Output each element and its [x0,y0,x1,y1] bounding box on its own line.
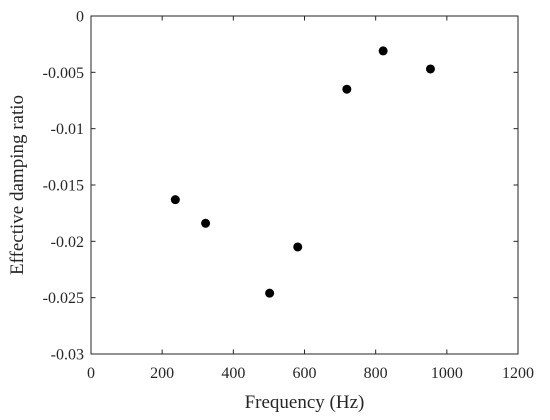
data-point [378,46,388,56]
y-tick-label: -0.015 [43,178,84,195]
x-axis-title: Frequency (Hz) [245,392,365,413]
y-tick-label: -0.02 [51,234,84,251]
data-point [170,195,180,205]
y-tick-label: 0 [76,9,84,26]
data-point [265,288,275,298]
y-axis-title: Effective damping ratio [7,95,28,275]
y-tick-label: -0.03 [51,347,84,364]
x-tick-label: 600 [293,365,317,382]
data-point [201,218,211,228]
y-tick-label: -0.025 [43,290,84,307]
data-point [342,84,352,94]
x-axis-ticks: 0 200 400 600 800 1000 1200 [87,16,534,382]
x-tick-label: 200 [150,365,174,382]
y-tick-label: -0.01 [51,121,84,138]
y-tick-label: -0.005 [43,65,84,82]
data-points [170,46,435,298]
data-point [293,242,303,252]
x-tick-label: 1200 [502,365,534,382]
data-point [425,64,435,74]
x-tick-label: 1000 [431,365,463,382]
y-axis-ticks: -0.03 -0.025 -0.02 -0.015 -0.01 -0.005 0 [43,9,518,364]
x-tick-label: 800 [364,365,388,382]
x-tick-label: 400 [221,365,245,382]
x-tick-label: 0 [87,365,95,382]
